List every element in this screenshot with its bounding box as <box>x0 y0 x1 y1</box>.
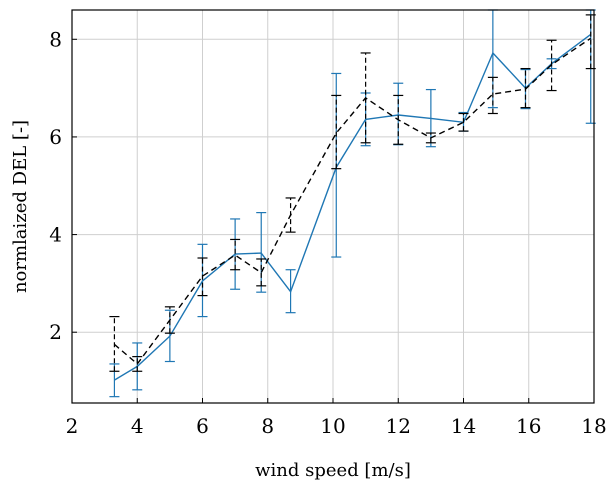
tick-labels: 2 4 6 8 10 12 14 16 18 2 4 6 8 <box>49 27 606 438</box>
x-tick-label: 18 <box>581 414 606 438</box>
x-tick-label: 8 <box>261 414 274 438</box>
x-tick-label: 4 <box>131 414 144 438</box>
y-tick-label: 2 <box>49 320 62 344</box>
x-tick-label: 16 <box>516 414 541 438</box>
x-axis-label: wind speed [m/s] <box>255 460 411 481</box>
x-tick-label: 12 <box>386 414 411 438</box>
x-tick-label: 6 <box>196 414 209 438</box>
x-tick-label: 2 <box>66 414 79 438</box>
series-line <box>113 37 592 365</box>
y-tick-label: 4 <box>49 223 62 247</box>
series-layer <box>109 9 596 398</box>
grid-lines <box>71 10 595 403</box>
y-tick-label: 6 <box>49 125 62 149</box>
series-line <box>114 33 592 381</box>
series-2 <box>109 14 596 372</box>
x-tick-label: 14 <box>451 414 476 438</box>
y-axis-label: normlaized DEL [-] <box>10 120 31 293</box>
y-tick-label: 8 <box>49 27 62 51</box>
x-tick-label: 10 <box>320 414 345 438</box>
